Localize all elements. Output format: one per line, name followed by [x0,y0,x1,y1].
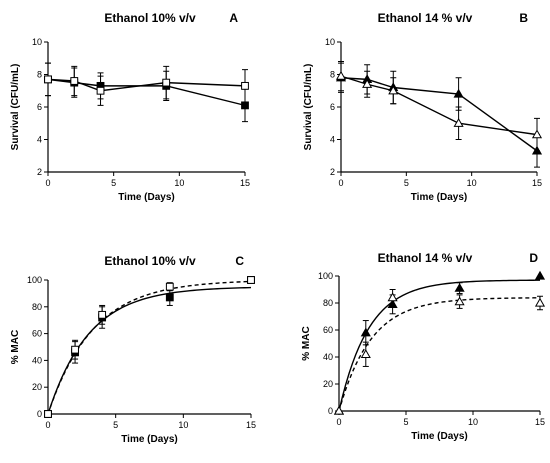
y-axis-label: Survival (CFU/mL) [10,64,21,151]
panel-c: Ethanol 10% v/v C 0 20 40 60 80 100 0 5 10 15 Time (… [10,254,256,445]
panel-letter: C [235,254,244,268]
data-point [362,79,373,88]
x-tick-label: 15 [535,417,545,427]
y-tick-label: 100 [27,275,42,285]
x-tick-label: 10 [178,420,188,430]
data-point [70,77,79,85]
data-point [360,327,371,337]
x-tick-label: 5 [403,417,408,427]
x-tick-label: 5 [404,178,409,188]
series-2 [44,276,255,418]
y-tick-label: 100 [318,271,333,281]
y-tick-label: 20 [32,382,42,392]
data-point [44,410,52,418]
y-tick-label: 8 [330,70,335,80]
x-tick-label: 5 [113,420,118,430]
data-point [335,70,347,80]
series-line [340,77,538,152]
data-point [44,75,52,84]
data-point [241,101,249,110]
x-tick-label: 0 [45,420,50,430]
y-axis-label: % MAC [301,326,312,360]
panel-title: Ethanol 14 % v/v [378,11,473,25]
x-tick-label: 0 [338,178,343,188]
series-1 [44,62,249,123]
x-axis-label: Time (Days) [411,431,468,442]
panel-title: Ethanol 10% v/v [104,254,196,268]
y-tick-label: 10 [325,37,335,47]
y-tick-label: 8 [37,70,42,80]
y-tick-label: 60 [323,325,333,335]
y-tick-label: 2 [330,167,335,177]
panel-a: Ethanol 10% v/v A 2 4 6 8 10 0 5 10 15 Time (Days) S… [10,11,250,203]
panel-letter: B [519,11,528,25]
data-point [454,296,465,306]
data-point [96,86,105,95]
x-tick-label: 0 [45,178,50,188]
data-point [531,129,543,139]
y-axis-label: Survival (CFU/mL) [303,64,314,151]
data-point [360,349,371,358]
fit-curve [338,279,541,412]
y-tick-label: 4 [330,135,335,145]
x-tick-label: 0 [336,417,341,427]
x-axis-label: Time (Days) [121,434,178,445]
data-point [71,345,79,354]
y-tick-label: 6 [330,102,335,112]
y-tick-label: 0 [37,409,42,419]
y-tick-label: 40 [32,355,42,365]
data-point [241,81,249,90]
x-tick-label: 10 [468,417,478,427]
x-tick-label: 10 [467,178,477,188]
y-tick-label: 2 [37,167,42,177]
x-tick-label: 15 [532,178,542,188]
data-point [247,276,255,284]
x-axis-label: Time (Days) [118,192,175,203]
data-point [453,118,464,127]
y-tick-label: 20 [323,379,333,389]
y-tick-label: 40 [323,352,333,362]
data-point [534,297,546,307]
data-point [454,282,465,292]
y-tick-label: 60 [32,329,42,339]
x-tick-label: 5 [111,178,116,188]
data-point [162,78,171,87]
y-tick-label: 4 [37,135,42,145]
y-tick-label: 6 [37,102,42,112]
panel-letter: A [229,11,238,25]
y-tick-label: 0 [328,406,333,416]
fit-curve [338,297,541,412]
data-point [387,292,398,302]
x-tick-label: 15 [240,178,250,188]
x-axis-label: Time (Days) [411,192,468,203]
y-tick-label: 80 [32,302,42,312]
x-tick-label: 10 [174,178,184,188]
y-axis-label: % MAC [10,330,21,364]
panel-title: Ethanol 10% v/v [104,11,196,25]
data-point [453,88,464,98]
data-point [165,282,174,291]
data-point [388,85,399,95]
panel-d: Ethanol 14 % v/v D 0 20 40 60 80 100 0 5 10 15 Time … [301,251,546,442]
data-point [333,405,345,415]
y-tick-label: 80 [323,298,333,308]
series-2 [44,62,249,106]
data-point [534,270,546,280]
panel-letter: D [529,251,538,265]
fit-curve [47,280,252,415]
series-2 [333,289,546,415]
series-2 [335,61,543,152]
y-tick-label: 10 [32,37,42,47]
panel-b: Ethanol 14 % v/v B 2 4 6 8 10 0 5 10 15 Time (Days)… [303,11,543,203]
data-point [98,310,107,319]
x-tick-label: 15 [246,420,256,430]
panel-title: Ethanol 14 % v/v [378,251,473,265]
data-point [165,293,174,302]
